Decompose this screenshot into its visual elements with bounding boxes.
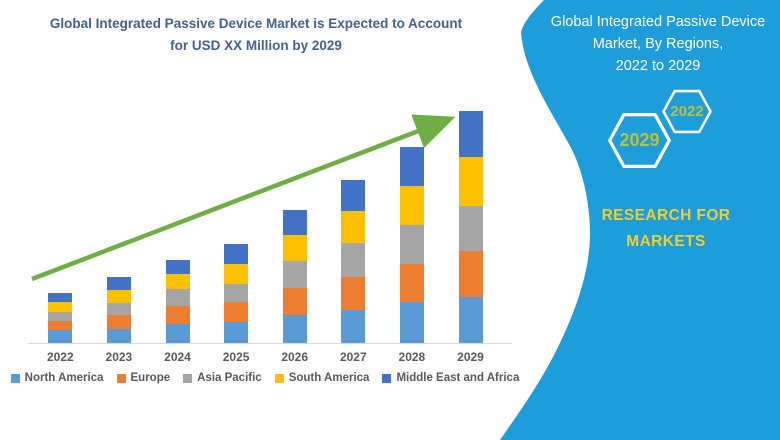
- legend-item: Asia Pacific: [183, 372, 262, 384]
- legend-label: North America: [24, 372, 104, 384]
- legend-label: Europe: [130, 372, 171, 384]
- panel-heading: Global Integrated Passive Device Market,…: [540, 12, 776, 77]
- bar-segment: [282, 261, 307, 288]
- bar-segment: [399, 264, 424, 302]
- bar-segment: [399, 302, 424, 343]
- bar-segment: [48, 293, 73, 302]
- bar-segment: [224, 302, 249, 322]
- bar-segment: [282, 235, 307, 261]
- legend-item: North America: [10, 372, 104, 384]
- x-axis-tick-label: 2024: [164, 350, 191, 364]
- bar-segment: [458, 157, 483, 206]
- bar-segment: [282, 288, 307, 315]
- bar-segment: [341, 243, 366, 277]
- legend-item: Middle East and Africa: [382, 372, 519, 384]
- brand-line2: MARKETS: [626, 233, 706, 251]
- bar-segment: [341, 310, 366, 343]
- x-axis-tick-label: 2029: [457, 350, 484, 364]
- x-axis-tick-label: 2027: [339, 350, 367, 364]
- bar-segment: [48, 321, 73, 330]
- bar-segment: [165, 289, 190, 306]
- bar-segment: [106, 277, 131, 290]
- hexagon-outline-icon: [662, 89, 712, 134]
- bar-segment: [341, 277, 366, 310]
- bar-segment: [106, 303, 131, 315]
- legend-label: South America: [288, 372, 370, 384]
- chart-title-line2: for USD XX Million by 2029: [170, 37, 342, 53]
- bar-segment: [224, 322, 249, 343]
- chart-title-line1: Global Integrated Passive Device Market …: [49, 16, 463, 31]
- legend-label: Asia Pacific: [197, 372, 262, 384]
- hexagon-2029: 2029: [606, 112, 673, 169]
- bar-segment: [282, 315, 307, 343]
- legend-swatch-icon: [274, 373, 284, 383]
- bar-segment: [399, 225, 424, 264]
- bar-segment: [165, 324, 190, 343]
- x-axis-tick-label: 2026: [281, 350, 309, 364]
- x-axis-tick-label: 2025: [222, 350, 250, 364]
- hexagon-year-2029: 2029: [619, 130, 660, 150]
- chart-title: Global Integrated Passive Device Market …: [0, 13, 512, 56]
- panel-heading-line1: Global Integrated Passive Device: [550, 14, 766, 30]
- brand-name: RESEARCH FOR MARKETS: [556, 203, 776, 256]
- legend-label: Middle East and Africa: [396, 372, 520, 384]
- bar-segment: [165, 260, 190, 274]
- x-axis-tick-label: 2022: [46, 350, 74, 364]
- x-axis-tick-label: 2028: [398, 350, 426, 364]
- bar-segment: [224, 264, 249, 284]
- bar-segment: [224, 284, 249, 302]
- bar-segment: [165, 274, 190, 289]
- x-axis-tick-label: 2023: [105, 350, 133, 364]
- legend-swatch-icon: [10, 373, 20, 383]
- bar-segment: [106, 290, 131, 303]
- legend-swatch-icon: [116, 373, 126, 383]
- bar-segment: [48, 330, 73, 343]
- hexagon-outline-icon: [608, 112, 671, 169]
- bar-segment: [282, 210, 307, 235]
- legend-swatch-icon: [183, 373, 193, 383]
- hexagon-2022: 2022: [659, 89, 715, 134]
- chart-legend: North America Europe Asia Pacific South Ame…: [10, 372, 519, 384]
- hexagon-year-2022: 2022: [670, 103, 704, 120]
- bar-segment: [224, 244, 249, 264]
- legend-swatch-icon: [382, 373, 392, 383]
- bar-segment: [458, 251, 483, 297]
- bar-segment: [106, 315, 131, 329]
- legend-item: Europe: [116, 372, 171, 384]
- bar-segment: [341, 180, 366, 211]
- x-axis-line: [28, 343, 512, 344]
- bar-segment: [458, 206, 483, 251]
- panel-heading-line2: Market, By Regions,: [592, 35, 724, 52]
- bar-segment: [165, 306, 190, 324]
- stacked-bar-chart: 2022 2023 2024 2025 2026 2027 2028 2029: [28, 111, 512, 364]
- panel-heading-line3: 2022 to 2029: [615, 57, 701, 74]
- bar-segment: [458, 297, 483, 343]
- bar-segment: [399, 186, 424, 225]
- bar-segment: [48, 302, 73, 312]
- bar-segment: [106, 329, 131, 343]
- bar-segment: [48, 312, 73, 321]
- bar-segment: [458, 111, 483, 157]
- bar-segment: [341, 211, 366, 243]
- brand-line1: RESEARCH FOR: [601, 207, 731, 224]
- legend-item: South America: [274, 372, 370, 384]
- bar-segment: [399, 147, 424, 186]
